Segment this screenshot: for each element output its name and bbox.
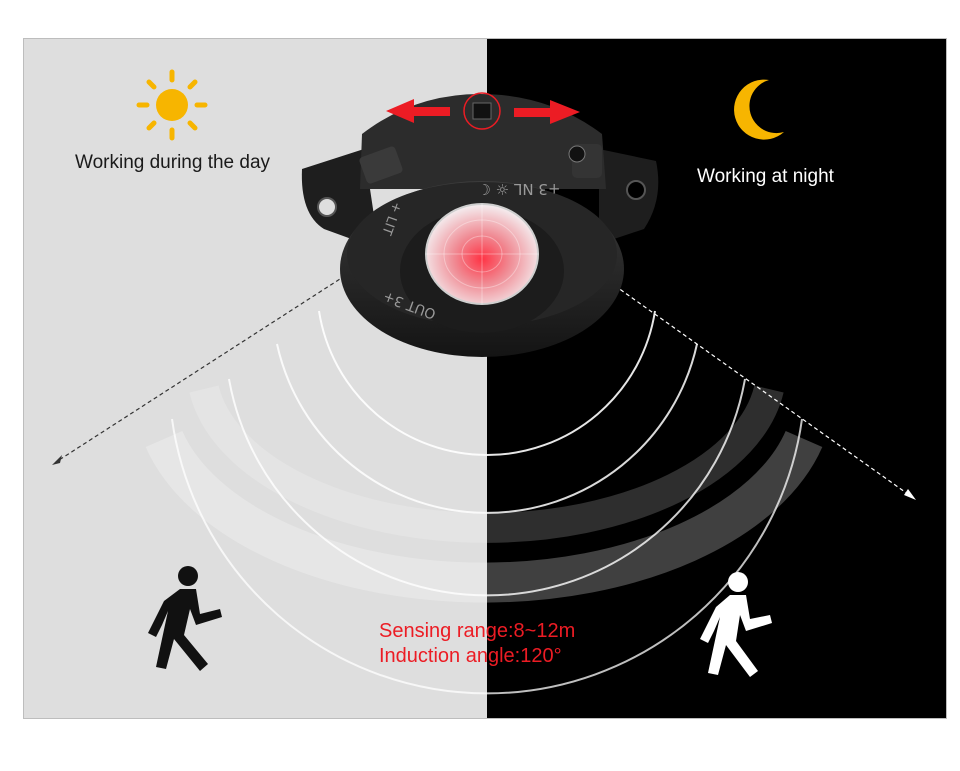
sensor-specs: Sensing range:8~12m Induction angle:120° <box>379 619 575 669</box>
walking-person-icon-day <box>148 566 222 671</box>
sensing-range-text: Sensing range:8~12m <box>379 620 576 642</box>
dial-highlight <box>463 92 501 130</box>
night-caption: Working at night <box>697 166 834 187</box>
rotation-arrows <box>386 99 580 124</box>
sensing-waves <box>145 310 823 695</box>
sun-icon <box>136 69 208 141</box>
day-caption: Working during the day <box>75 152 271 173</box>
crescent-moon-icon <box>734 79 784 140</box>
terminal-label-top: +3 NL ☼ ☾ <box>478 180 561 198</box>
motion-sensor-device: +3 NL ☼ ☾ + LIT OUT 3+ <box>301 92 659 357</box>
induction-angle-text: Induction angle:120° <box>379 645 562 667</box>
walking-person-icon-night <box>700 572 772 677</box>
product-illustration: +3 NL ☼ ☾ + LIT OUT 3+ Working durin <box>23 38 947 719</box>
scene-graphics: +3 NL ☼ ☾ + LIT OUT 3+ <box>52 69 916 695</box>
